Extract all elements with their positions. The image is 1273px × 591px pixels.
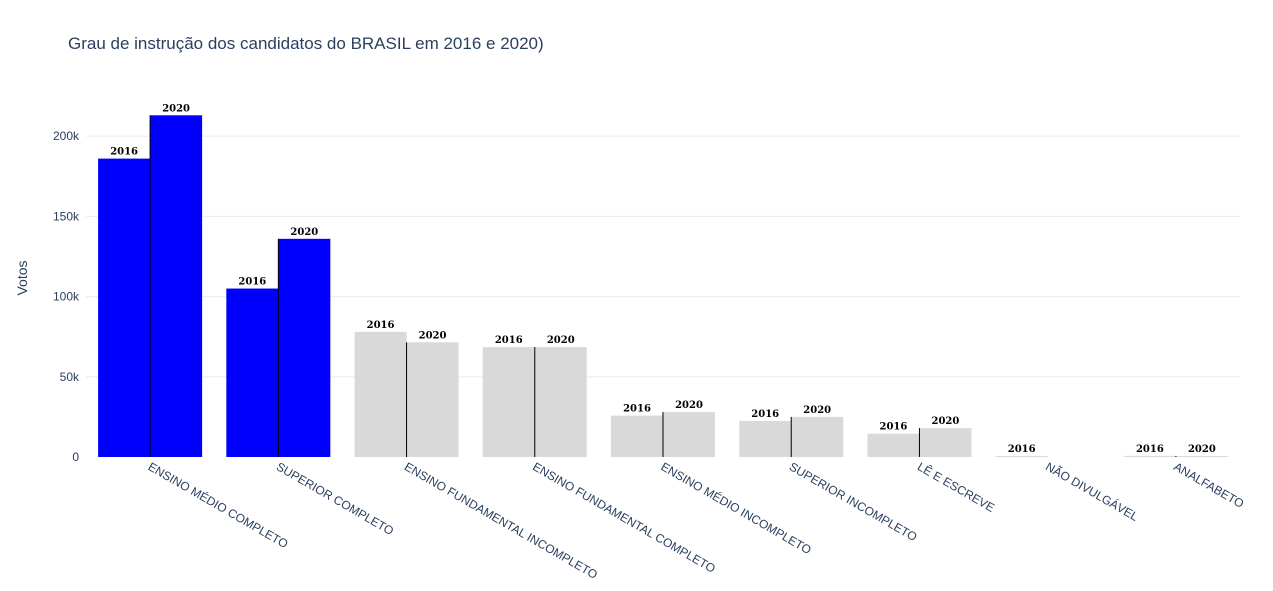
bar-data-label: 2016 (623, 404, 651, 415)
x-tick-label: SUPERIOR COMPLETO (274, 459, 396, 538)
bar (98, 158, 151, 457)
bar-data-label: 2016 (1136, 444, 1164, 455)
bar-data-label: 2020 (162, 103, 190, 114)
bar (1175, 456, 1228, 458)
y-tick-label: 0 (72, 450, 79, 464)
bar-data-label: 2016 (367, 320, 395, 331)
bar (739, 420, 792, 457)
y-axis-title: Votos (14, 260, 30, 295)
bar-data-label: 2020 (932, 416, 960, 427)
bar (663, 412, 715, 457)
bar-data-label: 2016 (751, 409, 779, 420)
bar (226, 288, 279, 457)
x-tick-label: SUPERIOR INCOMPLETO (787, 459, 920, 544)
x-tick-label: NÃO DIVULGÁVEL (1043, 459, 1141, 525)
bar-data-label: 2020 (1188, 444, 1216, 455)
bar (995, 456, 1048, 458)
bar-data-label: 2016 (110, 147, 138, 158)
x-tick-label: ENSINO MÉDIO COMPLETO (146, 459, 291, 552)
bar (482, 347, 535, 457)
bar (534, 347, 587, 457)
bar (278, 238, 331, 457)
bar (791, 416, 844, 457)
y-tick-label: 50k (60, 370, 80, 384)
bar-data-label: 2020 (803, 405, 831, 416)
bars (98, 115, 1228, 458)
bar (611, 415, 663, 457)
y-tick-label: 200k (53, 129, 80, 143)
bar-data-label: 2016 (238, 277, 266, 288)
bar-data-label: 2016 (880, 422, 908, 433)
bar (150, 115, 203, 458)
y-axis: 0 50k 100k 150k 200k (53, 129, 80, 464)
bar-data-label: 2016 (495, 335, 523, 346)
x-tick-label: LÊ E ESCREVE (915, 459, 998, 515)
bar-data-label: 2016 (1008, 444, 1036, 455)
chart-title: Grau de instrução dos candidatos do BRAS… (68, 34, 544, 53)
bar (354, 331, 407, 457)
bar-data-label: 2020 (419, 330, 447, 341)
bar-data-label: 2020 (290, 227, 318, 238)
y-tick-label: 100k (53, 290, 80, 304)
bar (406, 342, 459, 457)
bar-data-label: 2020 (547, 335, 575, 346)
x-tick-label: ANALFABETO (1171, 459, 1246, 510)
bar-data-label: 2020 (675, 400, 703, 411)
bar (867, 433, 920, 457)
bar (919, 428, 972, 457)
bar (1123, 455, 1176, 457)
bar-labels: 2016 2020 2016 2020 2016 2020 2016 2020 2016 2020… (110, 103, 1216, 455)
y-tick-label: 150k (53, 209, 80, 223)
